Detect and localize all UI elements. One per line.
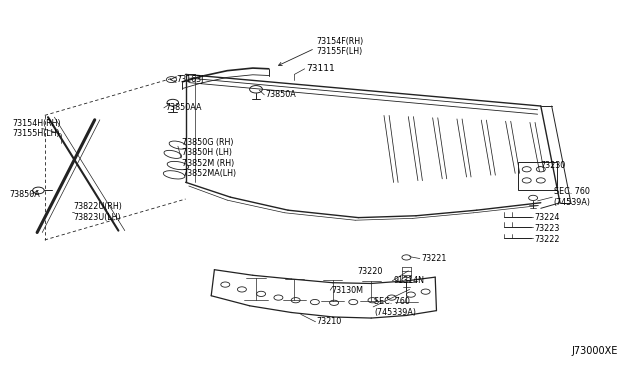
Text: 73210: 73210 xyxy=(317,317,342,326)
Text: 91314N: 91314N xyxy=(394,276,424,285)
Text: 73222: 73222 xyxy=(534,235,560,244)
Text: 73111: 73111 xyxy=(306,64,335,73)
Text: 73220: 73220 xyxy=(357,267,383,276)
Text: 73850A: 73850A xyxy=(266,90,296,99)
Bar xyxy=(518,162,557,190)
Text: 73850A: 73850A xyxy=(10,190,40,199)
Text: 73822U(RH)
73823U(LH): 73822U(RH) 73823U(LH) xyxy=(74,202,122,222)
Text: 73224: 73224 xyxy=(534,213,560,222)
Text: 73154F(RH)
73155F(LH): 73154F(RH) 73155F(LH) xyxy=(317,37,364,56)
Text: 73163J: 73163J xyxy=(176,76,204,84)
Text: SEC. 760
(74539A): SEC. 760 (74539A) xyxy=(554,187,591,207)
Text: 73850G (RH)
73850H (LH)
73852M (RH)
73852MA(LH): 73850G (RH) 73850H (LH) 73852M (RH) 7385… xyxy=(182,138,237,178)
Text: 73850AA: 73850AA xyxy=(165,103,202,112)
Text: 73221: 73221 xyxy=(421,254,447,263)
Text: 73223: 73223 xyxy=(534,224,560,233)
Text: 73230: 73230 xyxy=(541,161,566,170)
Text: 73130M: 73130M xyxy=(332,286,364,295)
Text: 73154H(RH)
73155H(LH): 73154H(RH) 73155H(LH) xyxy=(13,119,61,138)
Text: J73000XE: J73000XE xyxy=(572,346,618,356)
Text: SEC. 760
(745339A): SEC. 760 (745339A) xyxy=(374,297,417,317)
